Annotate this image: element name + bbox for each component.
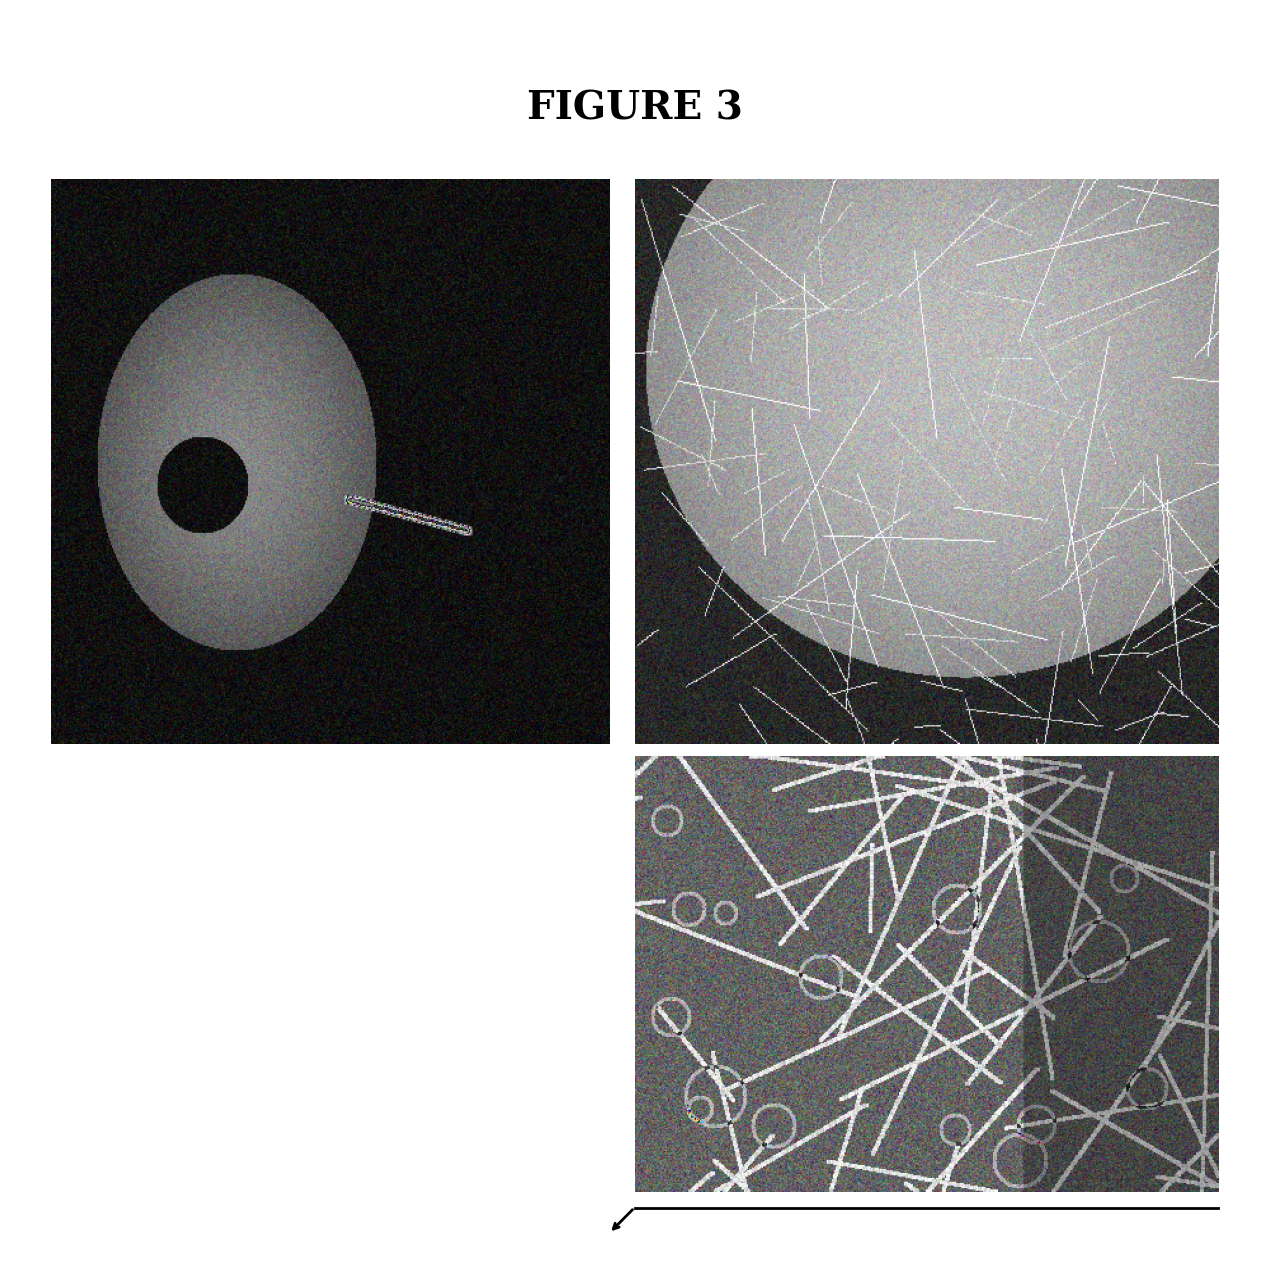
Text: FIGURE 3: FIGURE 3 (527, 90, 742, 128)
